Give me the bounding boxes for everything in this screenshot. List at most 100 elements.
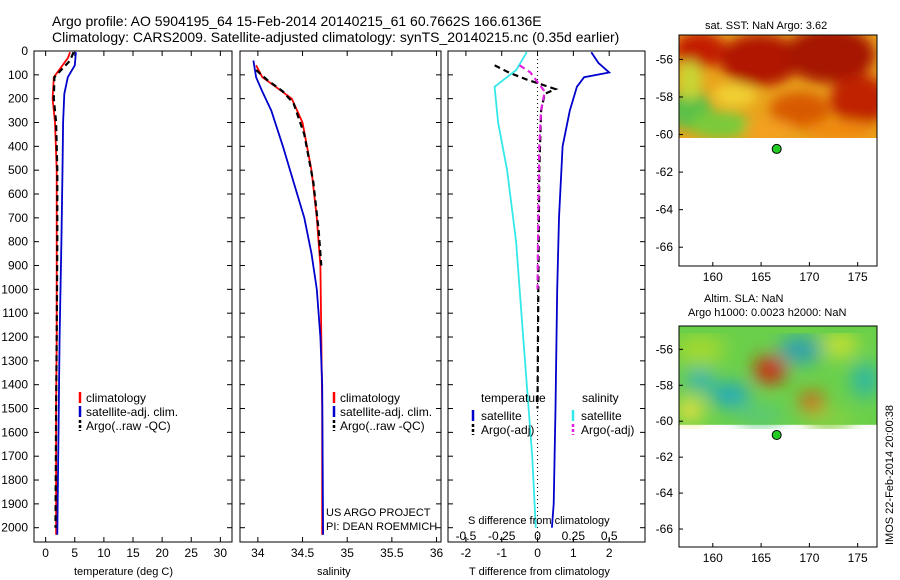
sla-map-subtitle: Argo h1000: 0.0023 h2000: NaN	[688, 307, 847, 319]
depth-tick-label: 0	[21, 44, 28, 58]
map-x-tick-label: 175	[848, 551, 868, 565]
legend-label: Argo(-adj)	[581, 423, 634, 437]
legend-title: temperature	[481, 391, 546, 405]
sla-blob	[778, 336, 822, 364]
sst-blob	[745, 120, 795, 138]
depth-tick-label: 1900	[1, 497, 28, 511]
sla-blobs	[679, 333, 877, 429]
map-y-tick-label: -56	[656, 52, 674, 66]
sst-blob	[830, 75, 877, 125]
map-x-tick-label: 160	[703, 270, 723, 284]
x-tick-label: 35	[341, 546, 355, 560]
sla-blob	[679, 398, 704, 422]
sla-blob	[735, 405, 785, 425]
legend-title: salinity	[582, 391, 619, 405]
depth-tick-label: 900	[8, 259, 28, 273]
figure-title-line1: Argo profile: AO 5904195_64 15-Feb-2014 …	[52, 13, 542, 29]
map-frame	[678, 34, 878, 267]
x-tick-label: 20	[155, 546, 169, 560]
map-x-tick-label: 170	[799, 551, 819, 565]
depth-tick-label: 600	[8, 187, 28, 201]
map-y-tick-label: -60	[656, 128, 674, 142]
sst-blob	[770, 92, 830, 128]
legend-label: satellite	[481, 409, 522, 423]
depth-tick-label: 1300	[1, 354, 28, 368]
depth-tick-label: 1500	[1, 402, 28, 416]
sla-field	[679, 326, 877, 429]
series-line-satellite	[493, 51, 537, 528]
depth-tick-label: 1400	[1, 378, 28, 392]
top-tick-label: -0.5	[456, 529, 477, 543]
legend-label: climatology	[86, 391, 146, 405]
x-tick-label: 30	[214, 546, 228, 560]
map-y-tick-label: -58	[656, 378, 674, 392]
series-line-climatology	[255, 64, 324, 535]
sst-blob	[679, 35, 726, 68]
sdiff-top-label: S difference from climatology	[468, 515, 610, 527]
footer-stamp: IMOS 22-Feb-2014 20:00:38	[884, 404, 896, 545]
map-x-tick-label: 165	[751, 551, 771, 565]
sla-map-title: Altim. SLA: NaN	[704, 293, 784, 305]
series-line-argorawqc	[52, 51, 75, 528]
sst-blob	[713, 83, 757, 107]
series-line-satelliteadjclim	[252, 60, 324, 535]
x-tick-label: 34	[251, 546, 265, 560]
depth-tick-label: 1100	[2, 306, 28, 320]
depth-tick-label: 300	[8, 116, 28, 130]
sst-blobs	[679, 35, 877, 138]
map-y-tick-label: -62	[656, 450, 674, 464]
x-tick-label: 34.5	[291, 546, 315, 560]
sst-blob	[805, 120, 875, 138]
map-x-tick-label: 175	[848, 270, 868, 284]
depth-tick-label: 200	[8, 92, 28, 106]
legend-label: satellite	[581, 409, 622, 423]
x-tick-label: 0	[42, 546, 49, 560]
sla-blob	[800, 392, 824, 412]
depth-tick-label: 800	[8, 235, 28, 249]
sla-blob	[710, 383, 750, 407]
depth-tick-label: 500	[8, 163, 28, 177]
series-line-climatology	[51, 51, 71, 535]
map-y-tick-label: -64	[656, 486, 674, 500]
depth-tick-label: 1000	[1, 282, 28, 296]
sla-blob	[686, 370, 714, 390]
x-tick-label: 10	[97, 546, 111, 560]
sst-blob	[690, 111, 750, 138]
pi-annotation: PI: DEAN ROEMMICH	[326, 521, 438, 533]
map-y-tick-label: -58	[656, 90, 674, 104]
x-tick-label: 0	[534, 546, 541, 560]
depth-tick-label: 100	[8, 68, 28, 82]
x-tick-label: 2	[606, 546, 613, 560]
map-frame	[678, 325, 878, 548]
sla-blob	[805, 410, 855, 429]
x-tick-label: 25	[185, 546, 199, 560]
depth-tick-label: 400	[8, 139, 28, 153]
map-y-tick-label: -60	[656, 414, 674, 428]
series-line-argoadj	[518, 64, 546, 290]
argo-position-marker	[771, 429, 782, 440]
panel-frame	[239, 50, 442, 543]
figure-title-line2: Climatology: CARS2009. Satellite-adjuste…	[52, 29, 620, 45]
x-tick-label: -1	[496, 546, 507, 560]
depth-tick-label: 700	[8, 211, 28, 225]
sla-blob	[679, 334, 725, 366]
map-y-tick-label: -56	[656, 342, 674, 356]
legend-label: Argo(-adj)	[481, 423, 534, 437]
depth-tick-label: 1700	[1, 449, 28, 463]
top-tick-label: -0.25	[488, 529, 516, 543]
x-tick-label: 35.5	[380, 546, 404, 560]
series-line-satellite	[551, 51, 612, 528]
sst-field	[679, 35, 877, 138]
argo-position-marker	[771, 143, 782, 154]
map-y-tick-label: -66	[656, 240, 674, 254]
sst-blob	[785, 35, 875, 83]
x-tick-label: 15	[126, 546, 140, 560]
x-tick-label: 36	[430, 546, 444, 560]
map-x-tick-label: 165	[751, 270, 771, 284]
sst-blob	[679, 60, 702, 100]
x-tick-label: 1	[570, 546, 577, 560]
depth-tick-label: 1800	[1, 473, 28, 487]
map-y-tick-label: -66	[656, 522, 674, 536]
legend-label: satellite-adj. clim.	[86, 405, 178, 419]
